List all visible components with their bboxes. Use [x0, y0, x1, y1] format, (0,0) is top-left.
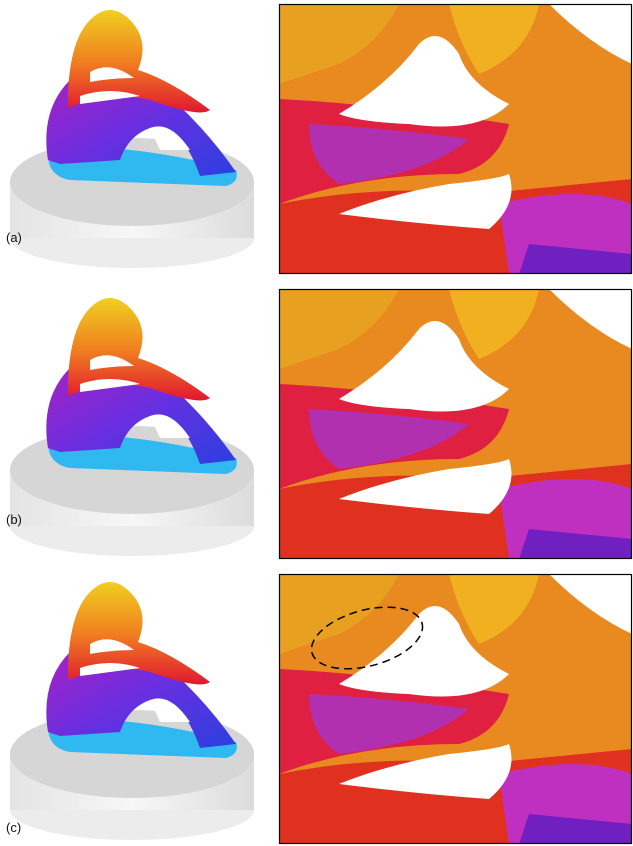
render-image	[10, 298, 254, 556]
render-image	[10, 582, 254, 840]
panel-label: (a)	[6, 230, 22, 245]
panel-b: (b)	[6, 289, 632, 559]
panel-label: (b)	[6, 512, 22, 527]
zoom-image	[279, 574, 632, 844]
zoom-image	[279, 289, 632, 559]
render-image	[10, 10, 254, 268]
panel-c: (c)	[6, 574, 632, 844]
highlight-ellipse	[310, 606, 424, 670]
zoom-image	[279, 4, 632, 274]
panel-label: (c)	[6, 820, 21, 835]
panel-a: (a)	[6, 4, 632, 274]
